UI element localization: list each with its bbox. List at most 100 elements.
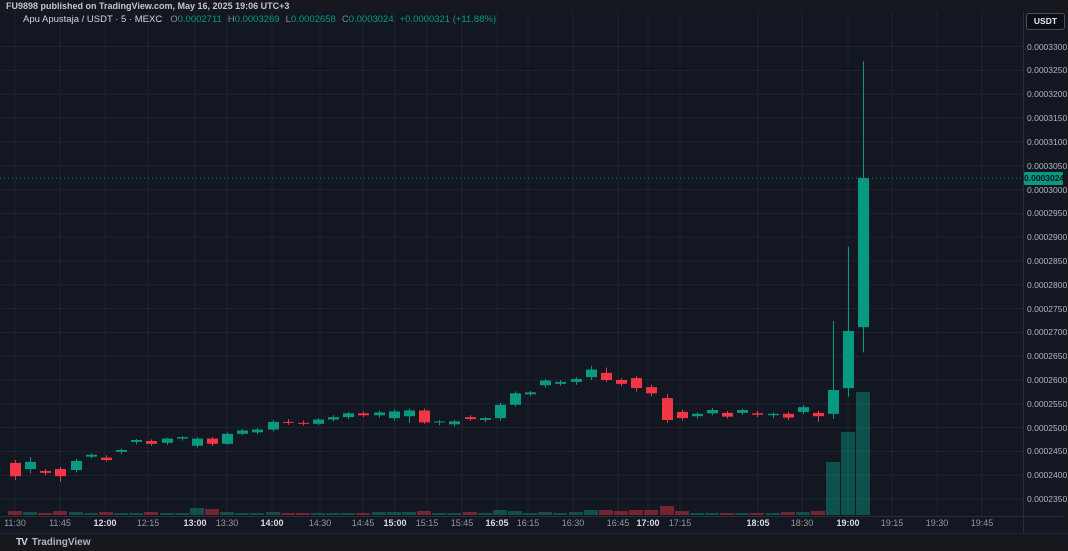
volume-bar bbox=[523, 513, 537, 515]
volume-bar bbox=[144, 512, 158, 515]
price-scale-label: 0.0002450 bbox=[1027, 446, 1068, 457]
volume-bar bbox=[644, 510, 658, 515]
volume-bar bbox=[841, 432, 855, 515]
candle-body bbox=[646, 387, 657, 394]
volume-bar bbox=[811, 511, 825, 515]
volume-bar bbox=[614, 511, 628, 515]
volume-bar bbox=[372, 512, 386, 515]
time-scale-label: 11:30 bbox=[4, 518, 26, 528]
candle-body bbox=[343, 413, 354, 418]
price-scale-label: 0.0003050 bbox=[1027, 160, 1068, 171]
volume-bar bbox=[826, 462, 840, 515]
currency-unit-button[interactable]: USDT bbox=[1026, 13, 1065, 30]
candle-body bbox=[222, 433, 233, 444]
volume-bar bbox=[266, 512, 280, 515]
open-value: 0.0002711 bbox=[177, 14, 222, 25]
low-label: L bbox=[285, 14, 291, 25]
candle-body bbox=[555, 381, 566, 384]
volume-bar bbox=[856, 392, 870, 515]
volume-bar bbox=[508, 511, 522, 515]
candle-body bbox=[101, 457, 112, 460]
candle-body bbox=[480, 418, 491, 420]
candle-body bbox=[328, 417, 339, 420]
candle-body bbox=[86, 454, 97, 457]
candle-body bbox=[237, 430, 248, 434]
price-scale-label: 0.0003200 bbox=[1027, 89, 1068, 100]
publish-info: FU9898 published on TradingView.com, May… bbox=[6, 1, 290, 11]
volume-bar bbox=[432, 513, 446, 515]
candle-body bbox=[40, 470, 51, 473]
time-scale-label: 14:00 bbox=[260, 518, 284, 528]
candle-body bbox=[752, 413, 763, 415]
volume-bar bbox=[129, 513, 143, 515]
price-scale-label: 0.0002750 bbox=[1027, 303, 1068, 314]
volume-bar bbox=[660, 506, 674, 515]
candle-body bbox=[10, 462, 21, 477]
price-scale-label: 0.0003150 bbox=[1027, 113, 1068, 124]
price-scale-label: 0.0002500 bbox=[1027, 422, 1068, 433]
candle-body bbox=[252, 429, 263, 433]
volume-bar bbox=[735, 513, 749, 515]
candle-body bbox=[692, 413, 703, 417]
time-scale-label: 13:30 bbox=[215, 518, 239, 528]
volume-bar bbox=[99, 512, 113, 515]
price-scale[interactable]: 0.0003300 0.0003250 0.0003200 0.0003150 0.00… bbox=[1027, 0, 1067, 516]
price-scale-label: 0.0002800 bbox=[1027, 279, 1068, 290]
candle-body bbox=[358, 413, 369, 416]
candle-body bbox=[601, 372, 612, 380]
price-scale-label: 0.0003250 bbox=[1027, 65, 1068, 76]
candle-body bbox=[71, 460, 82, 470]
volume-bar bbox=[766, 513, 780, 515]
candle-body bbox=[783, 413, 794, 418]
volume-bar bbox=[326, 513, 340, 515]
volume-bar bbox=[387, 512, 401, 515]
volume-bar bbox=[296, 513, 310, 515]
price-scale-label: 0.0002550 bbox=[1027, 398, 1068, 409]
volume-bar bbox=[781, 512, 795, 515]
candle-body bbox=[313, 419, 324, 424]
price-scale-label: 0.0003000 bbox=[1027, 184, 1068, 195]
time-scale-label: 19:00 bbox=[836, 518, 860, 528]
tradingview-logo-icon: TV bbox=[16, 536, 28, 548]
volume-bar bbox=[235, 513, 249, 515]
time-scale-label: 16:05 bbox=[485, 518, 509, 528]
time-scale-label: 11:45 bbox=[49, 518, 71, 528]
candle-body bbox=[146, 440, 157, 444]
volume-bar bbox=[569, 512, 583, 515]
candle-body bbox=[404, 410, 415, 417]
price-scale-label: 0.0003300 bbox=[1027, 41, 1068, 52]
candle-body bbox=[616, 380, 627, 384]
price-scale-label: 0.0002350 bbox=[1027, 494, 1068, 505]
candle-body bbox=[207, 438, 218, 444]
time-scale-label: 14:45 bbox=[351, 518, 375, 528]
candle-body bbox=[434, 421, 445, 423]
time-scale-label: 16:15 bbox=[516, 518, 540, 528]
candle-body bbox=[722, 412, 733, 417]
tradingview-logo[interactable]: TV TradingView bbox=[16, 536, 91, 548]
last-price-tag: 0.0003024 bbox=[1024, 171, 1065, 185]
volume-bar bbox=[705, 513, 719, 515]
volume-bar bbox=[553, 513, 567, 515]
time-scale-label: 16:45 bbox=[606, 518, 630, 528]
top-strip bbox=[0, 0, 1068, 12]
change-value: +0.0000321 (+11.88%) bbox=[399, 14, 497, 25]
volume-bar bbox=[417, 511, 431, 515]
volume-bar bbox=[599, 510, 613, 515]
high-label: H bbox=[227, 14, 235, 25]
volume-bar bbox=[84, 513, 98, 515]
volume-bar bbox=[629, 510, 643, 515]
volume-bar bbox=[493, 510, 507, 515]
price-scale-label: 0.0002600 bbox=[1027, 375, 1068, 385]
price-scale-label: 0.0002650 bbox=[1027, 351, 1068, 362]
time-scale-label: 18:05 bbox=[746, 518, 770, 528]
volume-bar bbox=[69, 512, 83, 515]
candle-body bbox=[798, 407, 809, 412]
candle-body bbox=[55, 469, 66, 477]
price-scale-label: 0.0002900 bbox=[1027, 232, 1068, 243]
price-scale-label: 0.0003100 bbox=[1027, 136, 1068, 147]
symbol-title: Apu Apustaja / USDT · 5 · MEXC bbox=[23, 14, 163, 25]
volume-bar bbox=[311, 513, 325, 515]
time-scale[interactable]: 11:30 11:45 12:00 12:15 13:00 13:30 14:00 14:30… bbox=[0, 518, 1063, 532]
candle-body bbox=[116, 450, 127, 452]
